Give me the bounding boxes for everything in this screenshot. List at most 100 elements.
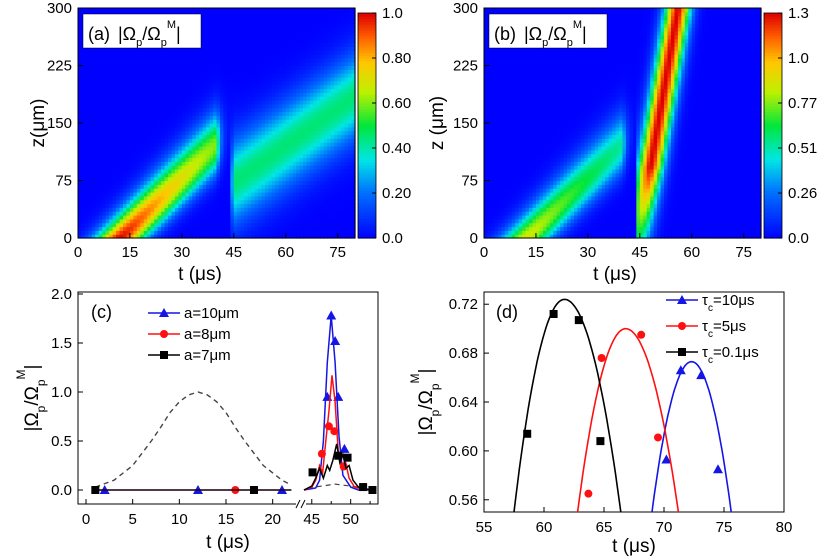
heat-cell (292, 130, 297, 136)
heat-cell (213, 54, 218, 59)
heat-cell (95, 153, 100, 159)
heat-cell (126, 107, 131, 113)
heat-cell (334, 153, 339, 159)
heat-cell (119, 149, 124, 155)
heat-cell (140, 100, 145, 105)
heat-cell (195, 157, 200, 162)
heat-cell (219, 69, 225, 74)
heat-cell (244, 111, 249, 116)
heat-cell (254, 180, 259, 185)
heat-cell (299, 54, 304, 59)
heat-cell (123, 215, 128, 220)
heat-cell (233, 234, 238, 239)
heat-cell (140, 61, 145, 67)
heat-cell (244, 123, 249, 128)
heat-cell (323, 92, 328, 97)
heat-cell (157, 230, 162, 235)
heat-cell (81, 119, 86, 124)
heat-cell (268, 84, 273, 90)
heat-cell (237, 96, 242, 101)
heat-cell (233, 203, 238, 208)
heat-cell (244, 100, 249, 105)
heat-cell (161, 115, 166, 120)
heat-cell (323, 19, 328, 24)
heat-cell (240, 142, 245, 147)
heat-cell (330, 54, 335, 59)
heat-cell (264, 134, 270, 139)
heat-cell (178, 134, 183, 139)
heat-cell (268, 188, 273, 193)
heat-cell (282, 180, 287, 185)
heat-cell (299, 8, 304, 13)
heat-cell (109, 138, 114, 143)
heat-cell (313, 42, 318, 47)
heat-cell (247, 146, 252, 151)
heat-cell (102, 218, 107, 224)
heat-cell (81, 157, 86, 162)
heat-cell (84, 130, 89, 136)
heat-cell (223, 138, 228, 143)
heat-cell (341, 92, 346, 97)
heat-cell (316, 234, 321, 239)
heat-cell (348, 134, 353, 139)
heat-cell (185, 218, 190, 224)
heat-cell (150, 126, 155, 132)
heat-cell (188, 69, 193, 74)
heat-cell (129, 172, 134, 178)
heat-cell (209, 211, 214, 216)
heat-cell (91, 126, 96, 132)
heat-cell (164, 80, 169, 86)
heat-cell (285, 50, 290, 55)
heat-cell (244, 80, 249, 86)
heat-cell (337, 184, 342, 189)
heat-cell (219, 27, 225, 32)
heat-cell (323, 172, 328, 178)
heat-cell (275, 230, 280, 235)
heat-cell (126, 96, 131, 101)
heat-cell (226, 111, 231, 116)
heat-cell (213, 123, 218, 128)
heat-cell (78, 73, 83, 78)
heat-cell (487, 211, 492, 216)
heat-cell (164, 96, 169, 101)
heat-cell (98, 123, 103, 128)
heat-cell (206, 165, 211, 170)
heat-cell (282, 46, 287, 51)
heat-cell (109, 226, 114, 231)
heat-cell (275, 215, 280, 220)
heat-cell (154, 88, 159, 93)
heat-cell (154, 103, 159, 109)
heat-cell (226, 27, 231, 32)
heat-cell (285, 19, 290, 24)
heat-cell (78, 34, 83, 40)
heat-cell (292, 195, 297, 201)
heat-cell (348, 107, 353, 113)
heat-cell (78, 11, 83, 17)
heat-cell (181, 54, 186, 59)
heat-cell (133, 215, 138, 220)
heat-cell (223, 172, 228, 178)
heat-cell (102, 46, 107, 51)
heat-cell (213, 211, 218, 216)
heat-cell (209, 207, 214, 212)
heat-cell (247, 130, 252, 136)
heat-cell (258, 230, 263, 235)
heat-cell (81, 65, 86, 70)
heat-cell (209, 80, 214, 86)
heat-cell (223, 15, 228, 21)
heat-cell (81, 146, 86, 151)
heat-cell (313, 80, 318, 86)
heat-cell (98, 234, 103, 239)
colorbar-cell (358, 94, 376, 98)
heat-cell (143, 84, 148, 90)
heat-cell (323, 146, 328, 151)
heat-cell (303, 54, 308, 59)
heat-cell (123, 161, 128, 166)
heat-cell (327, 138, 332, 143)
heat-cell (251, 65, 256, 70)
heat-cell (268, 130, 273, 136)
heat-cell (88, 65, 93, 70)
heat-cell (78, 77, 83, 82)
heat-cell (251, 15, 256, 21)
heat-cell (240, 218, 245, 224)
